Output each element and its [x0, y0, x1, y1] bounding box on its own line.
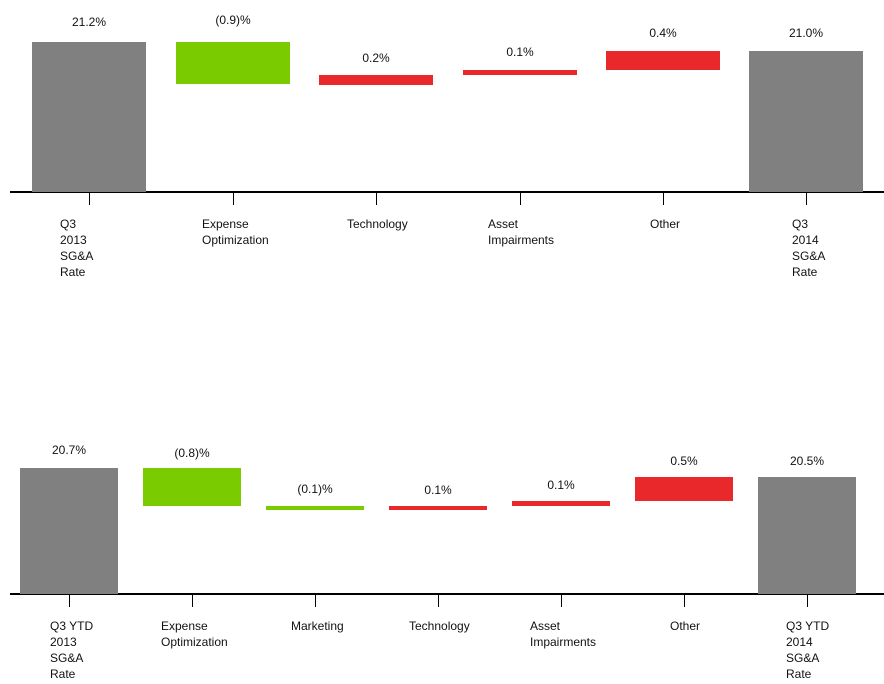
total-bar: [749, 51, 863, 192]
category-label-line: Q3: [792, 217, 809, 231]
category-label-line: Other: [670, 619, 701, 633]
data-label: 21.0%: [788, 26, 824, 40]
category-label-line: Asset: [488, 217, 519, 231]
category-label-line: Q3 YTD: [786, 619, 830, 633]
category-label-line: 2013: [50, 635, 77, 649]
x-axis-tick: [806, 193, 807, 205]
category-label-line: Impairments: [530, 635, 597, 649]
data-label: 0.2%: [362, 51, 390, 65]
x-axis-tick: [807, 595, 808, 607]
category-label: Technology: [409, 618, 470, 634]
decrease-bar: [143, 468, 241, 506]
decrease-bar: [266, 506, 364, 510]
increase-bar: [319, 75, 433, 85]
category-label: Asset Impairments: [488, 216, 554, 248]
category-label-line: Rate: [50, 667, 76, 681]
increase-bar: [463, 70, 577, 75]
data-label: 21.2%: [71, 15, 107, 29]
category-label-line: Impairments: [488, 233, 555, 247]
category-label-line: Asset: [530, 619, 561, 633]
q3-sga-rate-waterfall-chart: 21.2% Q3 2013 SG&A Rate (0.9)% Expense Optimiza…: [0, 0, 884, 290]
data-label: (0.1)%: [297, 482, 333, 496]
category-label-line: SG&A: [792, 249, 826, 263]
x-axis-line: [10, 593, 884, 595]
category-label-line: Technology: [409, 619, 470, 633]
category-label: Q3 2014 SG&A Rate: [792, 216, 825, 280]
x-axis-tick: [315, 595, 316, 607]
increase-bar: [606, 51, 720, 70]
category-label-line: Other: [650, 217, 681, 231]
data-label: 0.1%: [424, 483, 452, 497]
category-label-line: Optimization: [202, 233, 269, 247]
x-axis-tick: [520, 193, 521, 205]
increase-bar: [512, 501, 610, 506]
data-label: 0.5%: [670, 454, 698, 468]
data-label: (0.9)%: [215, 13, 251, 27]
increase-bar: [389, 506, 487, 510]
total-bar: [758, 477, 856, 594]
data-label: 0.1%: [506, 45, 534, 59]
category-label-line: SG&A: [786, 651, 820, 665]
x-axis-tick: [233, 193, 234, 205]
category-label-line: Q3 YTD: [50, 619, 94, 633]
x-axis-tick: [192, 595, 193, 607]
category-label-line: 2014: [786, 635, 813, 649]
category-label-line: 2013: [60, 233, 87, 247]
x-axis-tick: [376, 193, 377, 205]
category-label: Other: [670, 618, 700, 634]
category-label: Q3 YTD 2013 SG&A Rate: [50, 618, 93, 682]
x-axis-line: [10, 191, 884, 193]
category-label: Q3 2013 SG&A Rate: [60, 216, 93, 280]
category-label-line: 2014: [792, 233, 819, 247]
category-label-line: Rate: [786, 667, 812, 681]
category-label: Marketing: [291, 618, 344, 634]
data-label: (0.8)%: [174, 446, 210, 460]
category-label-line: SG&A: [50, 651, 84, 665]
category-label-line: Q3: [60, 217, 77, 231]
category-label-line: Rate: [792, 265, 818, 279]
category-label-line: Rate: [60, 265, 86, 279]
data-label: 0.1%: [547, 478, 575, 492]
x-axis-tick: [561, 595, 562, 607]
category-label: Expense Optimization: [161, 618, 228, 650]
x-axis-tick: [684, 595, 685, 607]
category-label-line: Optimization: [161, 635, 228, 649]
category-label: Other: [650, 216, 680, 232]
data-label: 20.7%: [51, 443, 87, 457]
category-label: Expense Optimization: [202, 216, 269, 248]
category-label-line: Expense: [202, 217, 249, 231]
increase-bar: [635, 477, 733, 501]
total-bar: [32, 42, 146, 192]
x-axis-tick: [89, 193, 90, 205]
decrease-bar: [176, 42, 290, 84]
x-axis-tick: [69, 595, 70, 607]
category-label-line: Expense: [161, 619, 208, 633]
category-label: Technology: [347, 216, 408, 232]
total-bar: [20, 468, 118, 594]
category-label-line: Technology: [347, 217, 408, 231]
data-label: 0.4%: [649, 26, 677, 40]
x-axis-tick: [663, 193, 664, 205]
data-label: 20.5%: [789, 454, 825, 468]
category-label: Asset Impairments: [530, 618, 596, 650]
category-label: Q3 YTD 2014 SG&A Rate: [786, 618, 829, 682]
category-label-line: Marketing: [291, 619, 344, 633]
x-axis-tick: [438, 595, 439, 607]
category-label-line: SG&A: [60, 249, 94, 263]
